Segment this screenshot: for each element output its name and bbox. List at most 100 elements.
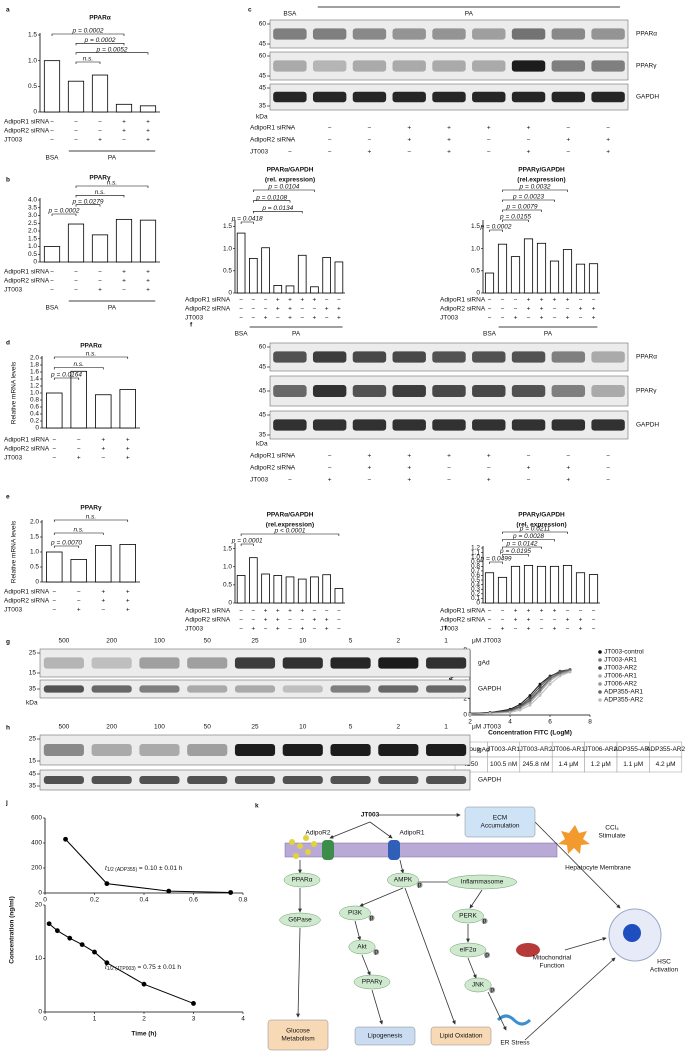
y-tick-label: 1.5 xyxy=(30,534,39,541)
comparison-label: n.s. xyxy=(74,361,85,368)
data-point xyxy=(518,705,522,709)
comparison-bracket xyxy=(53,367,104,370)
marker-label: 25 xyxy=(29,650,37,657)
comparison-label: p = 0.0134 xyxy=(261,205,293,212)
condition-mark: + xyxy=(126,455,130,462)
condition-mark: − xyxy=(74,128,78,135)
lane-label: 1 xyxy=(444,638,448,645)
chart-title: PPARγ xyxy=(80,505,102,512)
arrow xyxy=(524,957,616,1041)
bar xyxy=(95,545,112,583)
node-label: PPARα xyxy=(292,877,313,884)
phospho-badge xyxy=(416,882,423,888)
node-shape xyxy=(348,939,376,955)
comparison-bracket xyxy=(502,189,568,192)
condition-mark: + xyxy=(300,626,304,633)
node-label: eIF2α xyxy=(460,947,477,954)
blot-band xyxy=(352,419,387,431)
y-tick-label: 0.2 xyxy=(471,591,480,598)
condition-mark: − xyxy=(527,315,531,322)
bar xyxy=(297,254,307,294)
lane-label: 1 xyxy=(444,724,448,731)
condition-mark: − xyxy=(288,125,292,132)
condition-mark: + xyxy=(566,477,570,484)
condition-mark: − xyxy=(239,297,243,304)
bar xyxy=(310,576,319,604)
marker-label: 35 xyxy=(259,103,267,110)
y-tick-label: 4.0 xyxy=(28,197,37,204)
table-text: ADP355-AR1 xyxy=(614,746,653,753)
lane-label: 100 xyxy=(154,724,165,731)
arrow xyxy=(361,954,371,976)
marker-label: 35 xyxy=(259,432,267,439)
bar xyxy=(95,394,112,429)
condition-mark: − xyxy=(488,626,492,633)
blot-header: PA xyxy=(465,11,474,18)
blot-band xyxy=(432,351,466,363)
condition-label: JT003 xyxy=(4,455,22,462)
condition-mark: + xyxy=(101,598,105,605)
y-tick-label: 0 xyxy=(228,290,232,297)
bar xyxy=(119,544,136,583)
data-point xyxy=(528,694,532,697)
comparison-label: p = 0.0079 xyxy=(506,204,538,211)
condition-label: AdipoR1 siRNA xyxy=(250,453,296,460)
node-label: Lipid Oxidation xyxy=(440,1033,483,1040)
blot-header: BSA xyxy=(283,11,297,18)
y-tick-label: 0 xyxy=(35,579,39,586)
marker-label: 35 xyxy=(29,686,37,693)
legend-label: JT003-AR2 xyxy=(604,665,637,672)
condition-mark: − xyxy=(606,125,610,132)
x-axis-label: Time (h) xyxy=(131,1031,156,1038)
data-point xyxy=(568,670,572,674)
condition-mark: − xyxy=(288,477,292,484)
condition-mark: − xyxy=(74,269,78,276)
blot-band xyxy=(139,657,180,669)
node-label: Glucose xyxy=(286,1028,310,1035)
condition-mark: + xyxy=(101,446,105,453)
comparison-label: p = 0.0032 xyxy=(519,184,551,191)
y-tick-label: 1.1 xyxy=(471,549,480,556)
blot-band xyxy=(330,776,371,784)
condition-mark: − xyxy=(540,617,544,624)
condition-mark: + xyxy=(337,315,341,322)
bar xyxy=(322,257,331,294)
condition-mark: + xyxy=(487,477,491,484)
blot-band xyxy=(330,685,371,693)
bar xyxy=(285,576,295,604)
marker-label: 45 xyxy=(259,388,267,395)
condition-mark: − xyxy=(553,617,557,624)
y-tick-label: 0.5 xyxy=(471,268,480,275)
condition-mark: − xyxy=(553,306,557,313)
table-text: 1.4 μM xyxy=(558,761,578,768)
arrow xyxy=(399,859,405,874)
blot-band xyxy=(312,91,347,103)
condition-mark: + xyxy=(514,608,518,615)
node-shape xyxy=(267,1019,329,1051)
y-tick-label: 10 xyxy=(35,955,43,962)
chart-subtitle: (rel.expression) xyxy=(517,177,565,184)
y-tick-label: 1.0 xyxy=(28,57,37,64)
condition-mark: − xyxy=(313,608,317,615)
bar xyxy=(497,243,508,294)
condition-mark: + xyxy=(264,617,268,624)
condition-label: AdipoR1 siRNA xyxy=(185,297,231,304)
condition-mark: − xyxy=(566,125,570,132)
marker-label: 45 xyxy=(259,41,267,48)
node-label: Inflammasome xyxy=(461,879,504,886)
condition-mark: − xyxy=(52,455,56,462)
blot-band xyxy=(378,657,419,669)
node-label: G6Pase xyxy=(288,917,312,924)
phospho-label: p xyxy=(483,918,487,925)
blot-band xyxy=(352,28,387,40)
condition-mark: + xyxy=(126,607,130,614)
comparison-label: p = 0.0002 xyxy=(480,224,512,231)
blot-band xyxy=(511,28,546,40)
y-tick-label: 600 xyxy=(31,815,42,822)
bar xyxy=(510,565,521,604)
y-tick-label: 0.7 xyxy=(471,568,480,575)
y-tick-label: 1.5 xyxy=(471,223,480,230)
blot-band xyxy=(273,60,307,72)
